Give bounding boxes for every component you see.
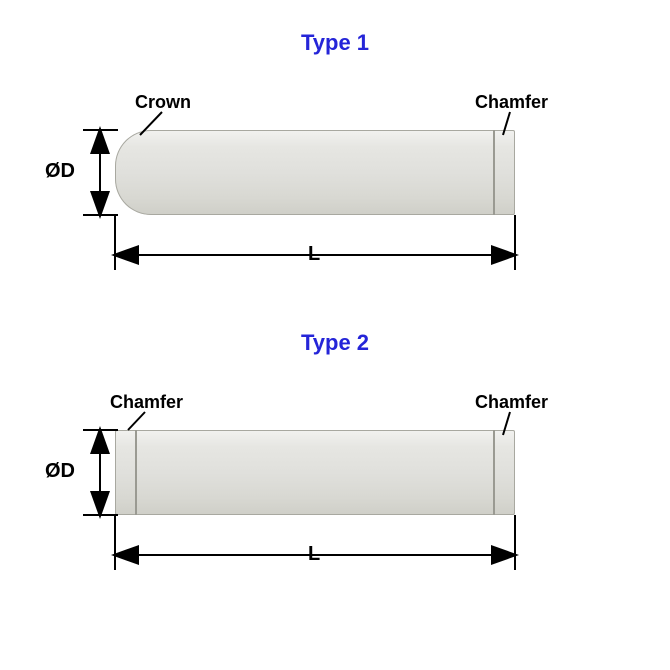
type2-diagram: Type 2 Chamfer Chamfer ØD L (0, 330, 670, 610)
type1-diagram: Type 1 Crown Chamfer ØD L (0, 30, 670, 310)
type2-annotations (0, 330, 670, 610)
type1-annotations (0, 30, 670, 310)
